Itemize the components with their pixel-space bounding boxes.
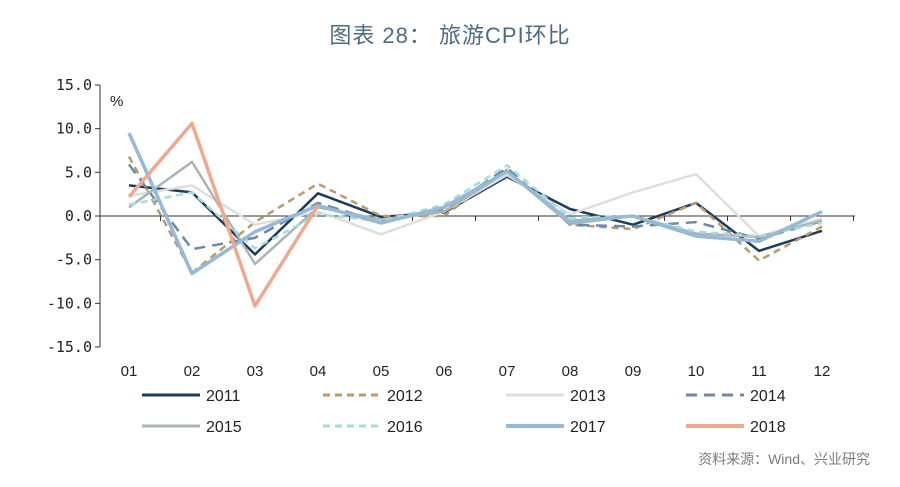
y-tick-label: -10.0 bbox=[47, 294, 92, 312]
legend-label-2012: 2012 bbox=[387, 388, 423, 405]
x-tick-label: 09 bbox=[625, 363, 642, 380]
y-tick-label: 15.0 bbox=[56, 76, 92, 94]
chart-legend: 2011 2012 2013 2014 2015 2016 2017 2018 bbox=[142, 388, 786, 436]
legend-label-2013: 2013 bbox=[570, 388, 606, 405]
x-tick-label: 12 bbox=[814, 363, 831, 380]
y-tick-label: 0.0 bbox=[65, 207, 92, 225]
series-layer bbox=[127, 121, 823, 308]
x-tick-label: 03 bbox=[247, 363, 264, 380]
legend-label-2014: 2014 bbox=[750, 388, 786, 405]
legend-label-2016: 2016 bbox=[387, 419, 423, 436]
series-line-2014 bbox=[127, 163, 823, 251]
x-tick-label: 08 bbox=[562, 363, 579, 380]
x-tick-label: 07 bbox=[499, 363, 516, 380]
y-tick-label: 5.0 bbox=[65, 163, 92, 181]
legend-label-2017: 2017 bbox=[570, 419, 606, 436]
legend-label-2015: 2015 bbox=[206, 419, 242, 436]
series-line-2017 bbox=[127, 132, 823, 276]
legend-label-2018: 2018 bbox=[750, 419, 786, 436]
y-tick-label: -5.0 bbox=[56, 251, 92, 269]
x-tick-label: 02 bbox=[184, 363, 201, 380]
chart-title: 图表 28： 旅游CPI环比 bbox=[329, 23, 571, 48]
source-note: 资料来源：Wind、兴业研究 bbox=[698, 451, 870, 467]
x-tick-label: 04 bbox=[310, 363, 327, 380]
x-tick-label: 11 bbox=[751, 363, 767, 380]
y-tick-label: -15.0 bbox=[47, 338, 92, 356]
y-tick-label: 10.0 bbox=[56, 120, 92, 138]
chart-axes: 15.0 10.0 5.0 0.0 -5.0 -10.0 -15.0 01 02 03 04 05 06… bbox=[47, 76, 855, 380]
legend-label-2011: 2011 bbox=[206, 388, 241, 405]
x-tick-label: 05 bbox=[373, 363, 390, 380]
x-tick-label: 06 bbox=[436, 363, 453, 380]
y-axis-unit-label: % bbox=[110, 93, 123, 110]
series-line-2012 bbox=[127, 156, 823, 275]
x-tick-label: 01 bbox=[121, 363, 138, 380]
series-line-2018 bbox=[127, 121, 320, 308]
series-line-2013 bbox=[128, 172, 823, 238]
series-line-2015 bbox=[128, 160, 823, 266]
x-tick-label: 10 bbox=[688, 363, 705, 380]
